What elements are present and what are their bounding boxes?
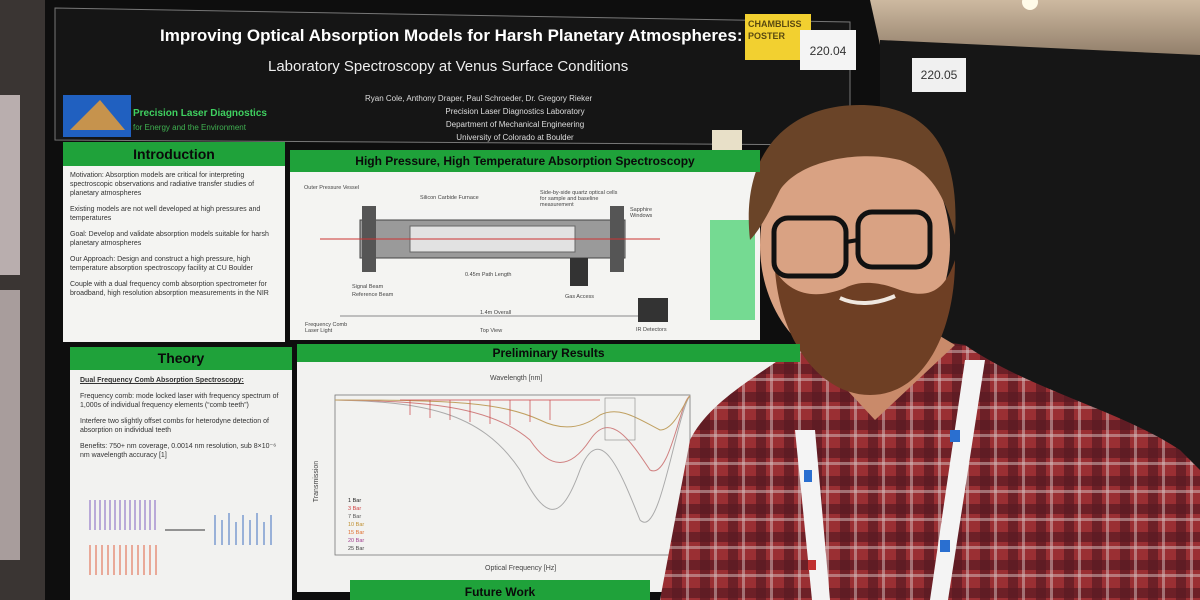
lab-logo-tagline: for Energy and the Environment [133, 123, 246, 132]
affiliation: Department of Mechanical Engineering [445, 120, 585, 129]
theory-panel [70, 370, 292, 600]
diagram-label: Silicon Carbide Furnace [420, 195, 479, 201]
affiliation: Precision Laser Diagnostics Laboratory [445, 107, 585, 116]
sign-number [912, 58, 966, 92]
paragraph: Dual Frequency Comb Absorption Spectrosc… [80, 377, 244, 384]
paragraph: Motivation: Absorption models are critic… [70, 172, 255, 197]
diagram-label: 1.4m Overall [480, 310, 512, 316]
paragraph: Benefits: 750+ nm coverage, 0.0014 nm re… [80, 443, 277, 459]
section-heading: Future Work [464, 585, 536, 599]
diagram-label: Sapphire Windows [630, 207, 653, 219]
pressure-plot [710, 220, 755, 320]
legend-entry: 10 Bar [348, 522, 365, 528]
affiliation: University of Colorado at Boulder [456, 133, 574, 142]
axis-label: Transmission [313, 460, 321, 503]
paragraph: Interfere two slightly offset combs for … [80, 418, 269, 434]
authors: Ryan Cole, Anthony Draper, Paul Schroede… [365, 94, 593, 103]
legend-entry: 15 Bar [348, 530, 365, 536]
person [660, 105, 1200, 600]
legend-entry: 1 Bar [348, 498, 362, 504]
legend-entry: 20 Bar [348, 538, 365, 544]
diagram-label: Frequency Comb Laser Light [305, 322, 348, 334]
section-heading: Preliminary Results [297, 344, 800, 362]
section-heading: High Pressure, High Temperature Absorpti… [290, 150, 760, 172]
ceiling-light [1022, 0, 1038, 10]
theory-text: Dual Frequency Comb Absorption Spectrosc… [80, 376, 285, 467]
axis-label: Wavelength [nm] [490, 375, 543, 382]
diagram-label: IR Detectors [636, 327, 667, 333]
future-work-bar [350, 580, 650, 600]
paragraph: Existing models are not well developed a… [70, 206, 261, 222]
wall-panel [0, 95, 20, 275]
paragraph: Goal: Develop and validate absorption mo… [70, 231, 269, 247]
lab-logo-art [70, 100, 125, 130]
apparatus-drawing [320, 206, 668, 322]
sign-text: 220.04 [809, 44, 847, 58]
legend-entry: 7 Bar [348, 514, 362, 520]
legend-entry: 3 Bar [348, 506, 362, 512]
diagram-label: Signal Beam [352, 284, 384, 290]
poster-subtitle: Laboratory Spectroscopy at Venus Surface… [268, 58, 629, 75]
paragraph: Couple with a dual frequency comb absorp… [70, 281, 269, 297]
legend-entry: 25 Bar [348, 546, 365, 552]
diagram-label: Outer Pressure Vessel [304, 185, 360, 191]
axis-label: Optical Frequency [Hz] [485, 565, 557, 572]
poster-title: Improving Optical Absorption Models for … [160, 26, 743, 45]
legend: 1 Bar 3 Bar 7 Bar 10 Bar 15 Bar 20 Bar 25 Bar [348, 497, 364, 553]
wall-panel [0, 290, 20, 560]
section-heading: Theory [70, 347, 292, 370]
diagram-label: Top View [480, 328, 503, 334]
paragraph: Our Approach: Design and construct a hig… [70, 256, 253, 272]
lab-logo-name: Precision Laser Diagnostics [133, 108, 267, 119]
diagram-label: Side-by-side quartz optical cells for sa… [540, 190, 618, 208]
paragraph: Frequency comb: mode locked laser with f… [80, 393, 279, 409]
diagram-label: Reference Beam [352, 292, 394, 298]
diagram-label: Gas Access [565, 294, 595, 300]
intro-text: Motivation: Absorption models are critic… [70, 171, 278, 305]
sign-text: CHAMBLISS POSTER [748, 19, 802, 41]
intro-panel [63, 166, 285, 342]
sign-text: 220.05 [920, 68, 958, 82]
sign-number [800, 30, 856, 70]
section-heading: Introduction [63, 142, 285, 166]
diagram-label: 0.45m Path Length [465, 272, 512, 278]
comb-figure [89, 500, 272, 575]
